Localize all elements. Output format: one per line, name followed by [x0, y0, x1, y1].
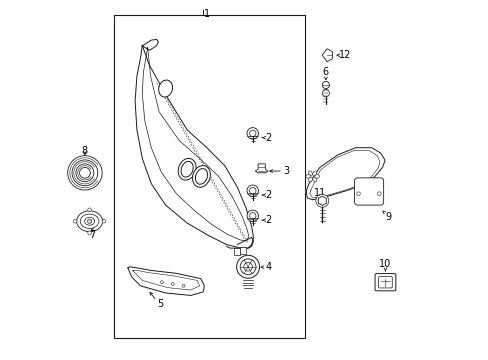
- Text: 11: 11: [314, 188, 326, 198]
- Circle shape: [102, 220, 105, 223]
- Ellipse shape: [308, 171, 312, 176]
- Circle shape: [249, 213, 255, 219]
- Text: 2: 2: [265, 133, 271, 143]
- Text: 5: 5: [157, 300, 163, 310]
- Circle shape: [160, 281, 163, 284]
- Circle shape: [182, 284, 184, 287]
- Bar: [239, 247, 245, 254]
- Bar: [113, 15, 305, 338]
- Circle shape: [88, 231, 91, 234]
- Text: 7: 7: [89, 230, 95, 240]
- Ellipse shape: [158, 80, 172, 97]
- Circle shape: [322, 90, 329, 97]
- Text: 1: 1: [203, 9, 209, 19]
- Ellipse shape: [181, 161, 193, 177]
- Text: 9: 9: [384, 212, 390, 221]
- Ellipse shape: [195, 168, 207, 184]
- Circle shape: [73, 220, 77, 223]
- Circle shape: [88, 208, 91, 212]
- Circle shape: [249, 188, 255, 194]
- Ellipse shape: [77, 211, 102, 231]
- Ellipse shape: [314, 175, 319, 178]
- Text: 4: 4: [265, 262, 271, 272]
- Ellipse shape: [178, 158, 196, 180]
- Text: 6: 6: [322, 67, 328, 77]
- Circle shape: [240, 259, 255, 275]
- Ellipse shape: [80, 214, 99, 228]
- Polygon shape: [318, 196, 325, 206]
- Circle shape: [171, 283, 174, 285]
- Polygon shape: [128, 267, 204, 296]
- Ellipse shape: [312, 177, 316, 182]
- Polygon shape: [322, 49, 332, 62]
- Circle shape: [315, 194, 328, 207]
- Circle shape: [246, 210, 258, 222]
- Text: 12: 12: [338, 50, 350, 60]
- Ellipse shape: [308, 177, 312, 182]
- Text: 2: 2: [265, 215, 271, 225]
- Polygon shape: [305, 148, 384, 200]
- Ellipse shape: [192, 166, 210, 187]
- Circle shape: [244, 262, 252, 271]
- Text: 10: 10: [379, 258, 391, 269]
- Circle shape: [246, 185, 258, 197]
- Ellipse shape: [312, 171, 316, 176]
- FancyBboxPatch shape: [378, 276, 391, 288]
- Circle shape: [377, 192, 380, 195]
- Circle shape: [322, 81, 329, 89]
- Circle shape: [356, 192, 360, 195]
- Bar: [234, 248, 240, 255]
- Circle shape: [76, 164, 94, 182]
- Circle shape: [236, 255, 259, 278]
- Text: 2: 2: [265, 190, 271, 200]
- Polygon shape: [255, 164, 267, 173]
- Circle shape: [246, 128, 258, 139]
- Text: 3: 3: [283, 166, 289, 176]
- Circle shape: [72, 160, 98, 186]
- FancyBboxPatch shape: [374, 274, 395, 291]
- Text: 8: 8: [81, 145, 88, 156]
- Circle shape: [80, 167, 90, 178]
- Circle shape: [249, 130, 255, 136]
- FancyBboxPatch shape: [354, 178, 383, 205]
- Circle shape: [67, 156, 102, 190]
- Ellipse shape: [84, 217, 94, 225]
- Circle shape: [87, 219, 92, 224]
- Ellipse shape: [305, 175, 310, 178]
